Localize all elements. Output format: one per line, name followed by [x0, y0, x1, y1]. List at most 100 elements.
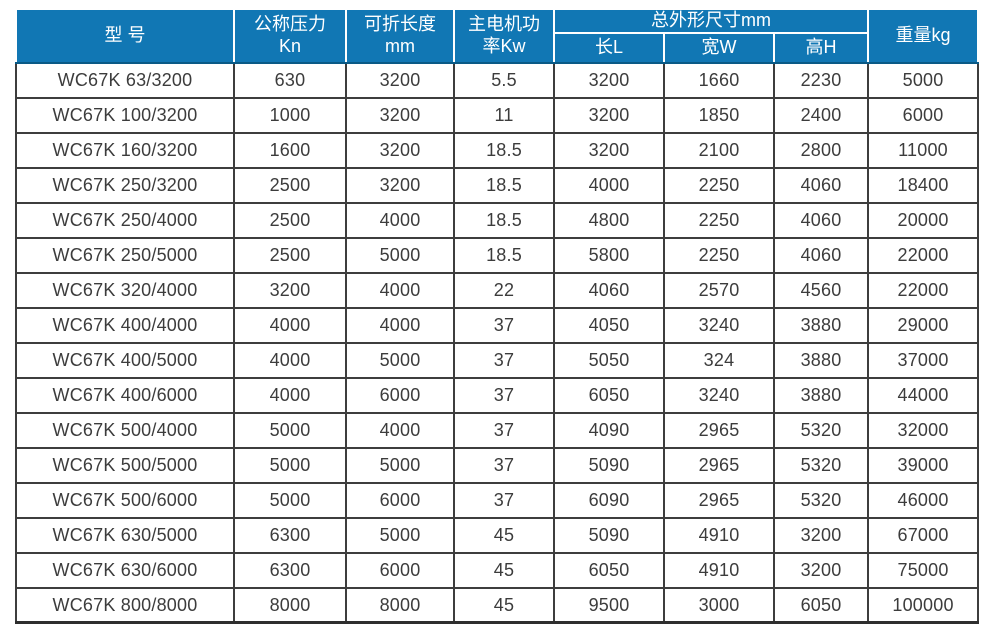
table-cell: 22 [453, 272, 555, 309]
table-cell: 4910 [663, 552, 775, 589]
table-cell: 37 [453, 447, 555, 484]
header-weight: 重量kg [867, 8, 980, 64]
table-cell: 18.5 [453, 237, 555, 274]
table-cell: 4050 [553, 307, 665, 344]
table-cell: WC67K 800/8000 [15, 587, 235, 625]
table-cell: 4060 [772, 167, 870, 204]
table-cell: 2230 [772, 62, 870, 99]
table-cell: 39000 [867, 447, 980, 484]
table-row: WC67K 250/3200 2500 3200 18.5 4000 2250 4060 18… [15, 167, 980, 204]
table-cell: WC67K 250/5000 [15, 237, 235, 274]
table-cell: 6090 [553, 482, 665, 519]
table-cell: 2965 [663, 412, 775, 449]
table-cell: WC67K 250/3200 [15, 167, 235, 204]
header-dim-width: 宽W [663, 31, 775, 64]
table-cell: 5000 [345, 237, 455, 274]
header-motor-power: 主电机功 率Kw [453, 8, 555, 64]
table-cell: 5000 [345, 342, 455, 379]
table-row: WC67K 250/4000 2500 4000 18.5 4800 2250 4060 20… [15, 202, 980, 239]
table-cell: 6000 [345, 482, 455, 519]
table-cell: 5000 [233, 482, 347, 519]
table-cell: 2250 [663, 202, 775, 239]
table-row: WC67K 320/4000 3200 4000 22 4060 2570 4560 2200… [15, 272, 980, 309]
header-fold-length: 可折长度 mm [345, 8, 455, 64]
table-cell: 630 [233, 62, 347, 99]
table-cell: 18.5 [453, 132, 555, 169]
table-cell: 3880 [772, 307, 870, 344]
table-cell: 4090 [553, 412, 665, 449]
table-cell: 22000 [867, 272, 980, 309]
table-cell: 45 [453, 552, 555, 589]
table-cell: 4000 [233, 307, 347, 344]
table-header: 型 号 公称压力 Kn 可折长度 mm 主电机功 率Kw 总外形尺寸mm 重量k… [15, 8, 980, 64]
table-cell: 6000 [345, 377, 455, 414]
table-cell: 18.5 [453, 167, 555, 204]
table-cell: 37 [453, 342, 555, 379]
spec-table: 型 号 公称压力 Kn 可折长度 mm 主电机功 率Kw 总外形尺寸mm 重量k… [15, 8, 980, 625]
table-cell: 4000 [553, 167, 665, 204]
table-cell: 324 [663, 342, 775, 379]
table-row: WC67K 500/5000 5000 5000 37 5090 2965 5320 3900… [15, 447, 980, 484]
table-row: WC67K 500/6000 5000 6000 37 6090 2965 5320 4600… [15, 482, 980, 519]
header-dim-length: 长L [553, 31, 665, 64]
table-cell: 5320 [772, 412, 870, 449]
table-cell: WC67K 400/5000 [15, 342, 235, 379]
table-cell: 2100 [663, 132, 775, 169]
table-cell: 3240 [663, 307, 775, 344]
table-cell: WC67K 63/3200 [15, 62, 235, 99]
table-cell: 6050 [553, 552, 665, 589]
table-cell: 2400 [772, 97, 870, 134]
table-cell: 37 [453, 412, 555, 449]
table-cell: WC67K 400/6000 [15, 377, 235, 414]
table-cell: 37 [453, 377, 555, 414]
table-cell: 2500 [233, 202, 347, 239]
table-cell: 2250 [663, 167, 775, 204]
table-cell: 5050 [553, 342, 665, 379]
table-cell: 3200 [553, 97, 665, 134]
table-cell: 3200 [233, 272, 347, 309]
table-cell: 37 [453, 307, 555, 344]
table-cell: 5320 [772, 447, 870, 484]
table-cell: 32000 [867, 412, 980, 449]
table-cell: 4800 [553, 202, 665, 239]
table-cell: 46000 [867, 482, 980, 519]
table-cell: 3000 [663, 587, 775, 625]
table-cell: 2570 [663, 272, 775, 309]
table-cell: 3880 [772, 342, 870, 379]
table-cell: 6300 [233, 552, 347, 589]
table-cell: 100000 [867, 587, 980, 625]
table-cell: 1660 [663, 62, 775, 99]
table-cell: 4000 [345, 307, 455, 344]
table-cell: 4060 [772, 237, 870, 274]
table-cell: 18400 [867, 167, 980, 204]
table-cell: 4910 [663, 517, 775, 554]
table-cell: WC67K 100/3200 [15, 97, 235, 134]
table-body: WC67K 63/3200 630 3200 5.5 3200 1660 2230 5000 W… [15, 62, 980, 625]
table-cell: 4000 [345, 272, 455, 309]
table-cell: 5000 [345, 447, 455, 484]
table-cell: 20000 [867, 202, 980, 239]
table-cell: 3880 [772, 377, 870, 414]
table-row: WC67K 250/5000 2500 5000 18.5 5800 2250 4060 22… [15, 237, 980, 274]
header-pressure: 公称压力 Kn [233, 8, 347, 64]
table-cell: 5000 [345, 517, 455, 554]
table-cell: 5.5 [453, 62, 555, 99]
table-cell: 1600 [233, 132, 347, 169]
table-cell: 11 [453, 97, 555, 134]
table-row: WC67K 630/6000 6300 6000 45 6050 4910 3200 7500… [15, 552, 980, 589]
table-cell: 1850 [663, 97, 775, 134]
table-cell: 2965 [663, 447, 775, 484]
table-row: WC67K 800/8000 8000 8000 45 9500 3000 6050 1000… [15, 587, 980, 625]
table-cell: 5000 [233, 447, 347, 484]
table-cell: 2500 [233, 167, 347, 204]
table-cell: 5090 [553, 517, 665, 554]
table-row: WC67K 630/5000 6300 5000 45 5090 4910 3200 6700… [15, 517, 980, 554]
table-cell: 45 [453, 587, 555, 625]
table-cell: 4000 [233, 342, 347, 379]
table-cell: WC67K 500/4000 [15, 412, 235, 449]
table-cell: 6300 [233, 517, 347, 554]
table-cell: 3200 [553, 132, 665, 169]
table-row: WC67K 400/4000 4000 4000 37 4050 3240 3880 2900… [15, 307, 980, 344]
table-cell: 44000 [867, 377, 980, 414]
